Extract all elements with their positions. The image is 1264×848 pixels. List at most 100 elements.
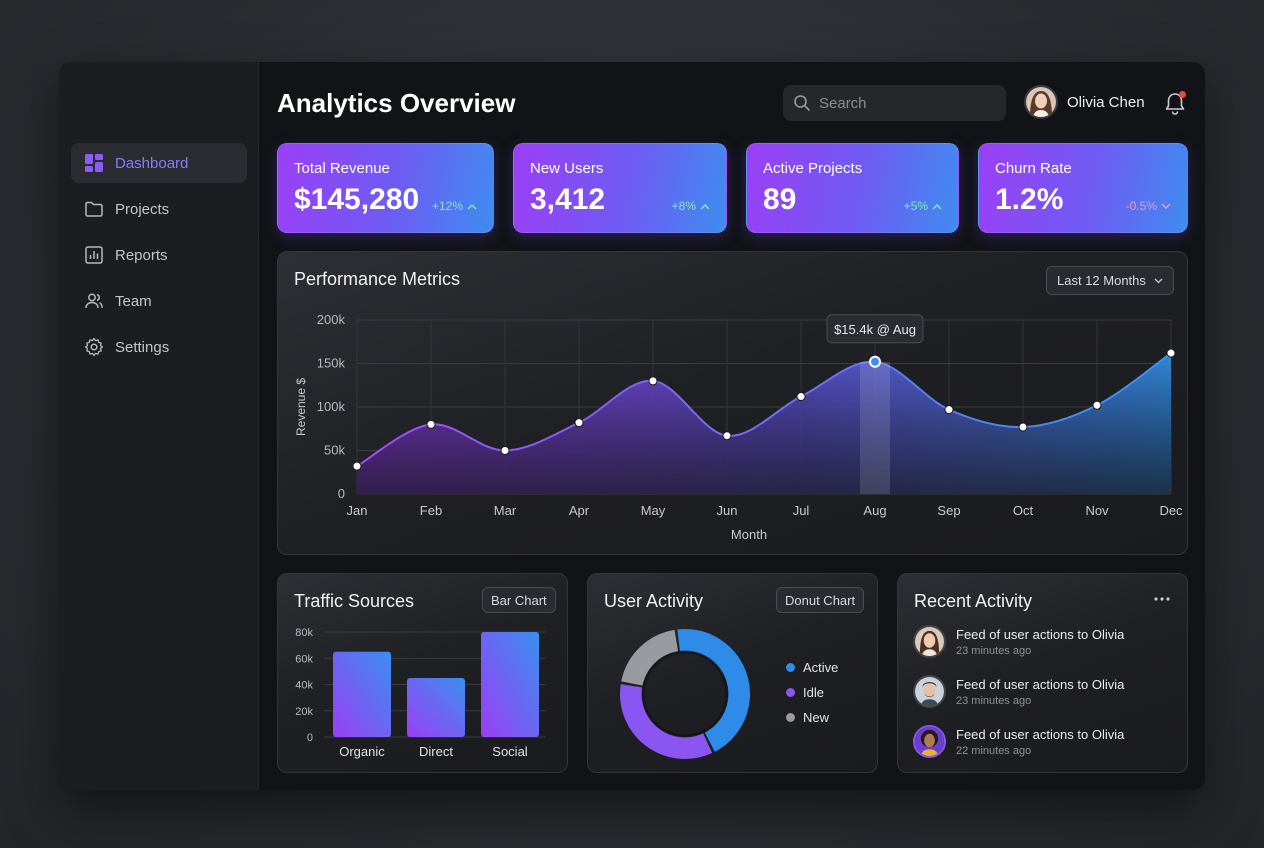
activity-text: Feed of user actions to Olivia: [956, 676, 1125, 692]
kpi-card-new-users[interactable]: New Users 3,412 +8%: [513, 143, 727, 233]
kpi-value: $145,280: [294, 183, 420, 216]
y-tick-label: 150k: [317, 356, 346, 371]
more-options-icon[interactable]: [1154, 597, 1170, 601]
x-tick-label: Organic: [339, 744, 385, 759]
activity-time: 23 minutes ago: [956, 644, 1032, 657]
data-point: [426, 419, 436, 429]
sidebar-item-projects[interactable]: Projects: [71, 189, 247, 229]
notification-badge: [1179, 91, 1186, 98]
sidebar: Dashboard Projects Reports Team: [59, 62, 259, 790]
bar-direct: [407, 677, 465, 737]
sidebar-item-settings[interactable]: Settings: [71, 327, 247, 367]
chevron-up-icon: [932, 203, 942, 210]
sidebar-item-label: Dashboard: [115, 154, 189, 172]
activity-item[interactable]: Feed of user actions to Olivia 23 minutes…: [913, 625, 1124, 658]
search-box[interactable]: [783, 85, 1006, 121]
data-point: [648, 376, 658, 386]
data-point: [944, 405, 954, 415]
x-tick-label: Nov: [1085, 503, 1109, 518]
user-name: Olivia Chen: [1067, 93, 1145, 111]
user-menu[interactable]: Olivia Chen: [1024, 85, 1145, 119]
data-point: [500, 446, 510, 455]
range-dropdown[interactable]: Last 12 Months: [1046, 266, 1174, 295]
folder-icon: [84, 199, 104, 219]
kpi-delta-text: -0.5%: [1125, 199, 1157, 213]
kpi-label: Churn Rate: [995, 160, 1072, 177]
y-tick-label: 80k: [295, 627, 313, 639]
avatar: [913, 675, 946, 708]
gear-icon: [84, 337, 104, 357]
bar-social: [481, 632, 539, 737]
kpi-delta: +8%: [672, 199, 710, 213]
legend-item-idle: Idle: [786, 680, 838, 705]
x-tick-label: Oct: [1013, 503, 1034, 518]
kpi-label: Total Revenue: [294, 160, 390, 177]
y-tick-label: 50k: [324, 443, 345, 458]
x-tick-label: Jan: [347, 503, 368, 518]
panel-title: User Activity: [604, 591, 704, 611]
panel-title: Recent Activity: [914, 591, 1033, 611]
data-point: [352, 461, 362, 471]
legend-label: New: [803, 710, 830, 725]
dashboard-icon: [84, 153, 104, 173]
kpi-value: 1.2%: [995, 183, 1064, 216]
donut-inner-ring: [641, 650, 729, 738]
data-point: [722, 431, 732, 441]
main-content: Analytics Overview Olivia Chen Total Rev…: [259, 62, 1205, 790]
reports-icon: [84, 245, 104, 265]
legend-item-new: New: [786, 705, 838, 730]
y-tick-label: 60k: [295, 653, 313, 665]
activity-time: 22 minutes ago: [956, 744, 1032, 757]
avatar[interactable]: [1024, 85, 1058, 119]
kpi-card-total-revenue[interactable]: Total Revenue $145,280 +12%: [277, 143, 494, 233]
bell-icon[interactable]: [1164, 91, 1186, 115]
x-tick-label: Social: [492, 744, 528, 759]
sidebar-item-label: Projects: [115, 200, 170, 218]
chevron-up-icon: [467, 203, 477, 210]
search-input[interactable]: [819, 94, 989, 112]
donut-slice-idle: [620, 684, 713, 759]
tooltip-text: $15.4k @ Aug: [834, 322, 916, 337]
kpi-card-active-projects[interactable]: Active Projects 89 +5%: [746, 143, 959, 233]
tooltip-box: [826, 314, 924, 344]
chevron-down-icon: [1154, 278, 1163, 283]
donut-chart-toggle[interactable]: Donut Chart: [776, 587, 865, 613]
team-icon: [84, 291, 104, 311]
legend-label: Idle: [803, 685, 824, 700]
x-tick-label: Aug: [863, 503, 886, 518]
avatar: [913, 725, 946, 758]
x-tick-label: Feb: [420, 503, 442, 518]
y-axis-label: Revenue $: [294, 378, 308, 436]
revenue-area-shade: [357, 353, 1171, 494]
panel-title: Performance Metrics: [294, 269, 461, 289]
y-tick-label: 40k: [295, 680, 313, 692]
activity-item[interactable]: Feed of user actions to Olivia 23 minutes…: [913, 675, 1124, 708]
bar-chart-toggle[interactable]: Bar Chart: [482, 587, 556, 613]
legend-item-active: Active: [786, 655, 838, 680]
legend-swatch: [786, 713, 795, 722]
sidebar-item-dashboard[interactable]: Dashboard: [71, 143, 247, 183]
x-tick-label: Sep: [937, 503, 960, 518]
x-axis-label: Month: [731, 527, 767, 542]
sidebar-item-team[interactable]: Team: [71, 281, 247, 321]
user-activity-donut: [620, 629, 750, 759]
traffic-panel: Traffic Sources Bar Chart 0 20k 40k 60k 80k O…: [277, 573, 568, 773]
data-point: [1018, 422, 1028, 432]
kpi-card-churn-rate[interactable]: Churn Rate 1.2% -0.5%: [978, 143, 1188, 233]
data-point: [1166, 348, 1176, 358]
activity-item[interactable]: Feed of user actions to Olivia 22 minutes…: [913, 725, 1124, 758]
x-tick-label: May: [641, 503, 666, 518]
y-tick-label: 0: [338, 486, 345, 501]
data-point: [796, 392, 806, 402]
kpi-value: 89: [763, 183, 797, 216]
highlight-column: [860, 361, 890, 494]
x-tick-label: Dec: [1159, 503, 1183, 518]
legend-swatch: [786, 663, 795, 672]
range-dropdown-label: Last 12 Months: [1057, 273, 1146, 288]
sidebar-item-reports[interactable]: Reports: [71, 235, 247, 275]
search-icon: [794, 95, 810, 111]
user-activity-panel: User Activity Donut Chart Active Idle New: [587, 573, 878, 773]
x-tick-label: Jun: [717, 503, 738, 518]
recent-activity-panel: Recent Activity Feed of user actions to …: [897, 573, 1188, 773]
kpi-value: 3,412: [530, 183, 606, 216]
